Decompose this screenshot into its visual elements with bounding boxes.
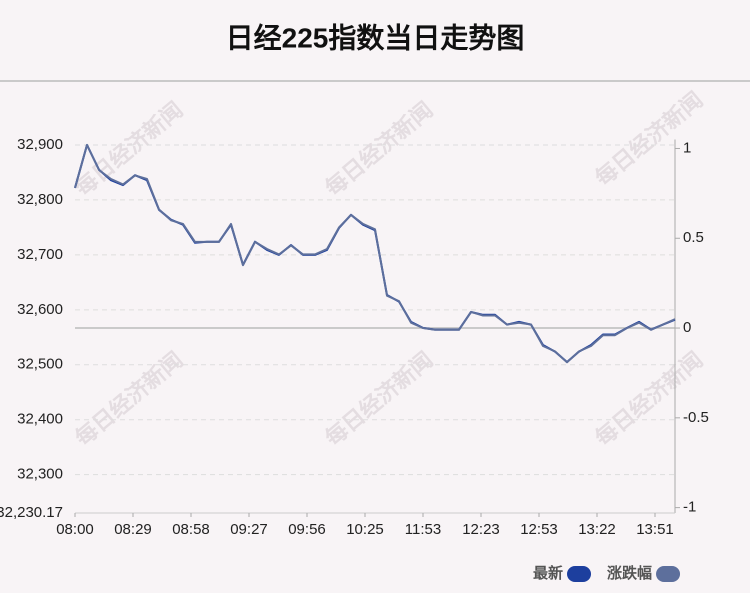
x-tick-label: 11:53 [405,521,441,538]
y-tick-label: 32,800 [17,191,63,208]
y-tick-label: 32,900 [17,136,63,153]
y2-tick-label: 1 [683,139,691,156]
x-tick-label: 08:58 [172,521,210,538]
y2-tick-label: 0 [683,319,691,336]
x-tick-label: 13:51 [636,521,674,538]
legend-swatch [656,566,681,582]
legend-swatch [567,566,592,582]
y2-tick-label: -0.5 [683,409,709,426]
y-tick-label: 32,230.17 [0,504,63,521]
x-tick-label: 13:22 [578,521,616,538]
series-line [74,143,676,364]
y-tick-label: 32,600 [17,301,63,318]
x-tick-label: 09:56 [288,521,326,538]
chart-title: 日经225指数当日走势图 [226,21,525,53]
legend-label: 涨跌幅 [607,564,652,582]
x-tick-label: 12:53 [520,521,558,538]
y-tick-label: 32,700 [17,246,63,263]
y-tick-label: 32,500 [17,356,63,373]
x-tick-label: 08:00 [56,521,94,538]
y-tick-label: 32,400 [17,411,63,428]
y2-tick-label: -1 [683,499,696,516]
x-tick-label: 09:27 [230,521,268,538]
x-tick-label: 12:23 [462,521,500,538]
x-tick-label: 08:29 [114,521,152,538]
y2-tick-label: 0.5 [683,229,704,246]
x-tick-label: 10:25 [346,521,384,538]
legend-label: 最新 [533,564,563,582]
y-tick-label: 32,300 [17,466,63,483]
